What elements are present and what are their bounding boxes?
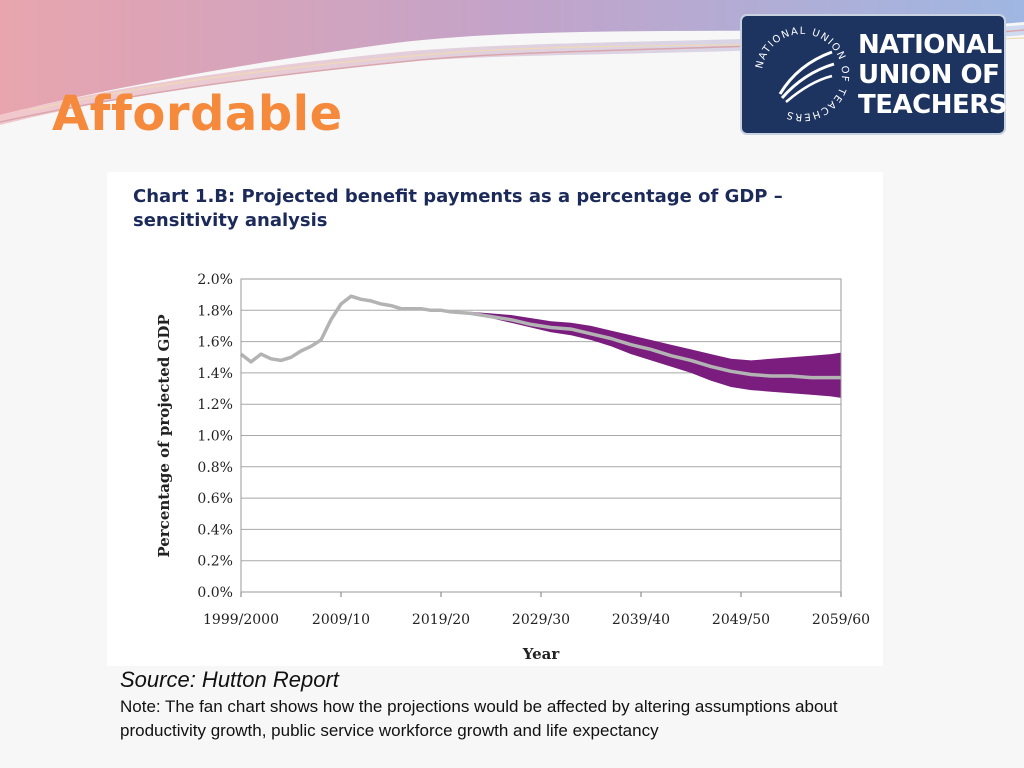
logo-line-1: NATIONAL [858,30,1002,60]
logo-line-3: TEACHERS [858,90,1007,120]
slide-title: Affordable [52,86,343,142]
fan-band [441,310,841,398]
x-tick-label: 2049/50 [712,612,770,628]
y-tick-label: 0.4% [197,522,233,538]
y-tick-label: 1.8% [197,303,233,319]
y-tick-label: 1.6% [197,335,233,351]
chart-note: Note: The fan chart shows how the projec… [120,697,838,740]
x-tick-label: 2019/20 [412,612,470,628]
y-tick-label: 0.2% [197,554,233,570]
chart-title-line-1: Chart 1.B: Projected benefit payments as… [133,186,783,207]
fan-chart: Chart 1.B: Projected benefit payments as… [133,186,870,663]
nut-logo: NATIONAL UNION OF TEACHERS NATIONAL UNIO… [740,14,1007,135]
central-projection-line [239,294,841,380]
y-tick-label: 1.0% [197,429,233,445]
y-tick-labels: 0.0% 0.2% 0.4% 0.6% 0.8% 1.0% 1.2% 1.4% 1.6% 1.8%… [197,272,233,601]
chart-panel: Chart 1.B: Projected benefit payments as… [107,172,883,666]
x-axis-label: Year [522,645,561,663]
x-tick-label: 2029/30 [512,612,570,628]
logo-text: NATIONAL UNION OF TEACHERS [858,30,1007,120]
chart-title-line-2: sensitivity analysis [133,210,328,231]
logo-ring-text: NATIONAL UNION OF TEACHERS [754,26,848,122]
x-tick-labels: 1999/2000 2009/10 2019/20 2029/30 2039/40 204… [203,592,870,628]
y-tick-label: 1.2% [197,397,233,413]
y-axis-label: Percentage of projected GDP [155,314,173,557]
y-tick-label: 2.0% [197,272,233,288]
x-tick-label: 2059/60 [812,612,870,628]
x-tick-label: 1999/2000 [203,612,279,628]
y-tick-label: 0.8% [197,460,233,476]
y-tick-label: 0.6% [197,491,233,507]
source-caption: Source: Hutton Report [120,667,339,692]
svg-text:NATIONAL UNION OF TEACHERS: NATIONAL UNION OF TEACHERS [754,26,850,122]
plot-frame [240,278,842,593]
x-tick-label: 2039/40 [612,612,670,628]
x-tick-label: 2009/10 [312,612,370,628]
y-tick-label: 1.4% [197,366,233,382]
y-tick-label: 0.0% [197,585,233,601]
logo-line-2: UNION OF [858,60,1000,90]
quill-feathers-icon: NATIONAL UNION OF TEACHERS [754,26,850,122]
